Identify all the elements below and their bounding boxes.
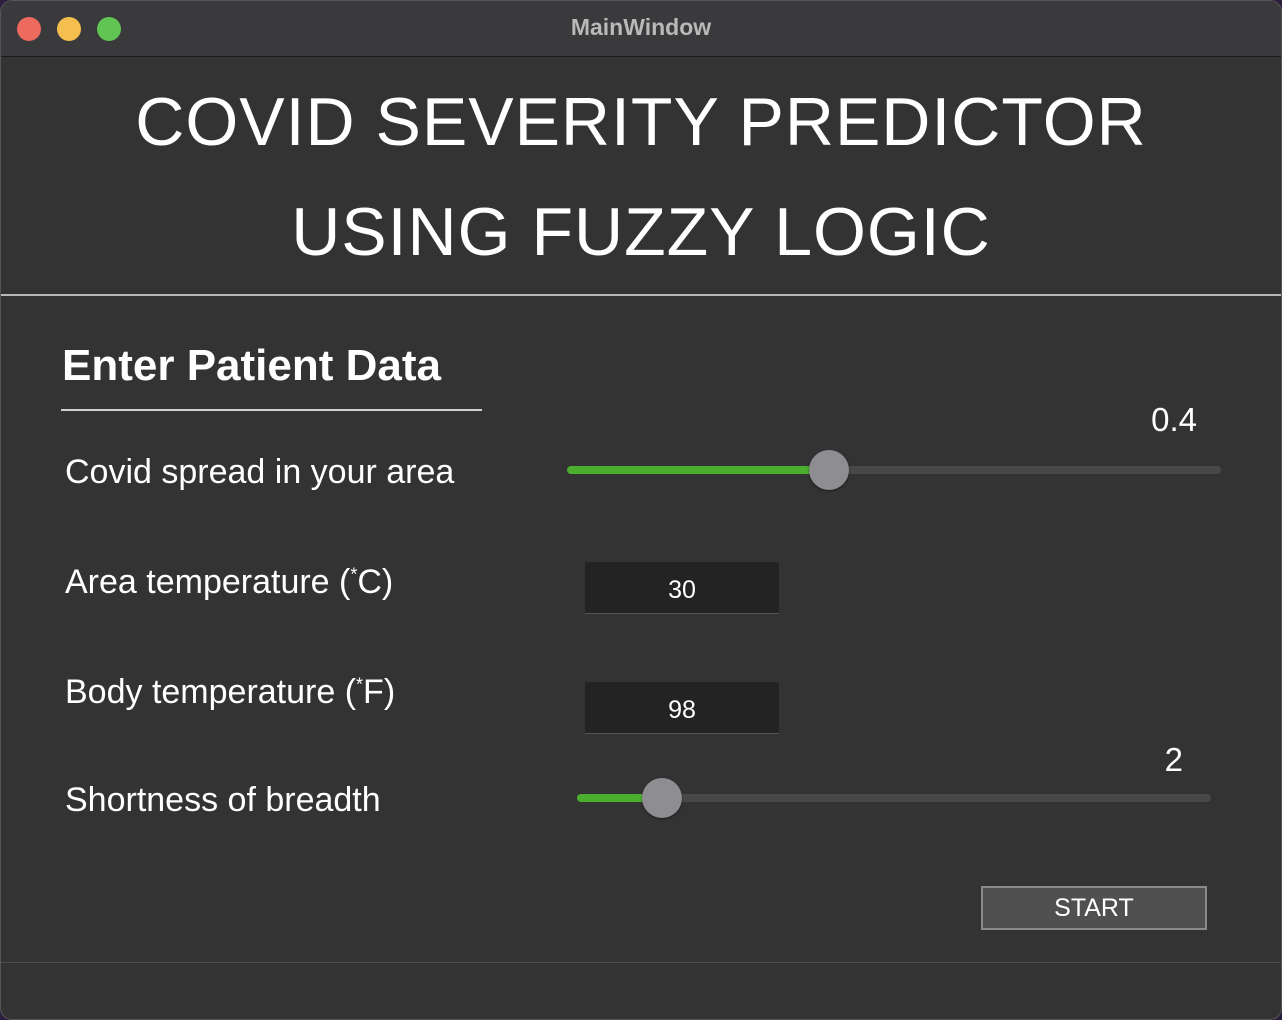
body-temperature-label-text: Body temperature ( — [65, 673, 357, 711]
degree-mark: * — [350, 564, 358, 585]
breath-value: 2 — [1164, 741, 1183, 778]
spread-slider-handle[interactable] — [808, 450, 849, 490]
close-window-button[interactable] — [17, 17, 41, 41]
title-bar: MainWindow — [1, 1, 1281, 57]
start-button[interactable]: START — [981, 886, 1207, 930]
area-temperature-input[interactable] — [585, 562, 779, 614]
degree-mark: * — [356, 674, 364, 695]
zoom-window-button[interactable] — [97, 17, 121, 41]
area-temperature-label: Area temperature (*C) — [65, 563, 393, 602]
app-title-line-1: COVID SEVERITY PREDICTOR — [135, 84, 1147, 160]
status-bar-divider — [1, 962, 1281, 963]
section-title: Enter Patient Data — [62, 341, 441, 390]
breath-slider-handle[interactable] — [641, 778, 682, 818]
area-temperature-label-text: Area temperature ( — [65, 563, 351, 601]
area-temperature-unit: C) — [357, 563, 394, 601]
breath-slider[interactable] — [577, 778, 1211, 818]
header-divider — [1, 294, 1281, 296]
spread-label: Covid spread in your area — [65, 453, 455, 491]
spread-value: 0.4 — [1151, 401, 1197, 438]
breath-slider-fill — [577, 794, 662, 802]
body-temperature-unit: F) — [363, 673, 396, 711]
spread-slider[interactable] — [567, 450, 1221, 490]
body-temperature-input[interactable] — [585, 682, 779, 734]
minimize-window-button[interactable] — [57, 17, 81, 41]
body-temperature-label: Body temperature (*F) — [65, 673, 395, 712]
window-title: MainWindow — [570, 14, 712, 40]
spread-slider-fill — [567, 466, 829, 474]
app-title-line-2: USING FUZZY LOGIC — [291, 194, 991, 270]
breath-label: Shortness of breadth — [65, 781, 381, 819]
section-underline — [61, 409, 482, 411]
